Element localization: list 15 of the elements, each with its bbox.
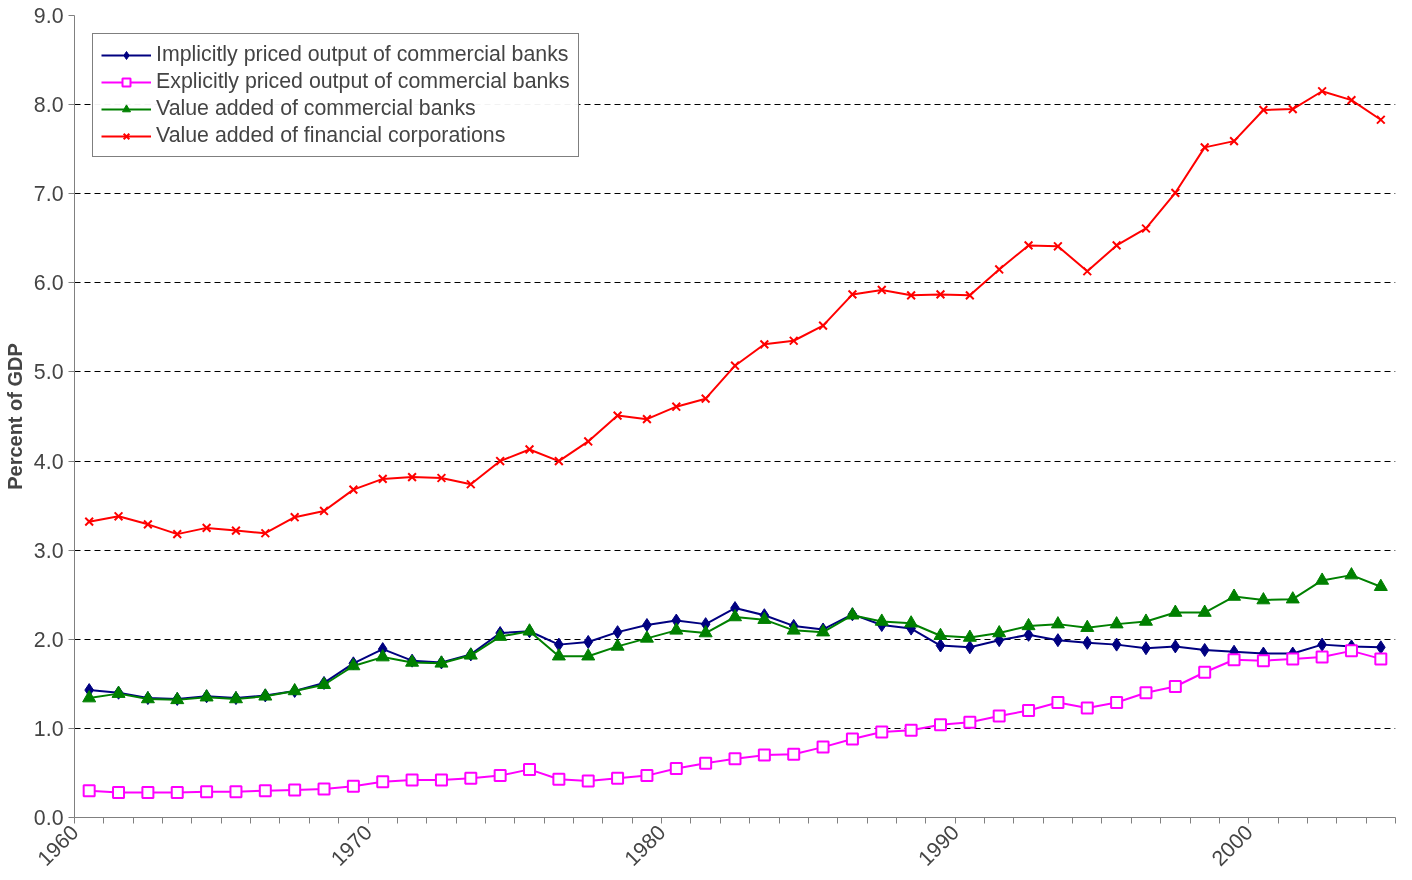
y-tick-label: 8.0 <box>33 93 64 118</box>
y-axis-title: Percent of GDP <box>3 343 26 490</box>
y-tick-label: 6.0 <box>33 271 64 296</box>
legend-label: Explicitly priced output of commercial banks <box>156 69 570 94</box>
legend-label: Value added of commercial banks <box>156 96 476 121</box>
y-tick-label: 9.0 <box>33 4 64 28</box>
y-tick-label: 1.0 <box>33 716 64 741</box>
y-tick-label: 2.0 <box>33 627 64 652</box>
y-tick-label: 4.0 <box>33 449 64 474</box>
legend-label: Value added of financial corporations <box>156 123 506 148</box>
y-tick-label: 7.0 <box>33 182 64 207</box>
legend-label: Implicitly priced output of commercial banks <box>156 42 569 67</box>
y-tick-label: 3.0 <box>33 538 64 563</box>
y-tick-label: 0.0 <box>33 806 64 830</box>
y-tick-label: 5.0 <box>33 360 64 385</box>
